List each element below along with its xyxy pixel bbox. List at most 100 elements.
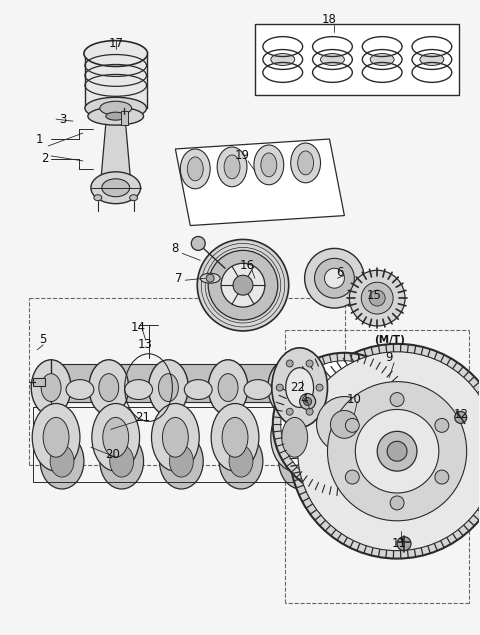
Text: 18: 18 [322, 13, 337, 26]
Bar [33, 408, 329, 482]
Ellipse shape [41, 373, 61, 401]
Ellipse shape [271, 403, 319, 471]
Ellipse shape [291, 143, 321, 183]
Circle shape [281, 361, 408, 488]
Ellipse shape [286, 368, 313, 408]
Bar [33, 378, 45, 385]
Ellipse shape [279, 433, 323, 489]
Ellipse shape [224, 155, 240, 179]
Ellipse shape [66, 380, 94, 399]
Circle shape [361, 282, 393, 314]
Circle shape [355, 410, 439, 493]
Circle shape [390, 392, 404, 406]
Circle shape [330, 410, 358, 438]
Ellipse shape [43, 417, 69, 457]
Ellipse shape [217, 147, 247, 187]
Ellipse shape [32, 403, 80, 471]
Ellipse shape [200, 273, 220, 283]
Ellipse shape [91, 172, 141, 204]
Ellipse shape [40, 433, 84, 489]
Circle shape [306, 360, 313, 367]
Text: 19: 19 [235, 149, 250, 163]
Circle shape [192, 236, 205, 250]
Ellipse shape [158, 373, 179, 401]
Ellipse shape [100, 101, 132, 115]
Bar [255, 23, 459, 95]
Ellipse shape [229, 445, 253, 477]
Circle shape [397, 537, 411, 551]
Ellipse shape [271, 53, 295, 65]
Ellipse shape [88, 107, 144, 125]
Ellipse shape [268, 360, 308, 415]
Circle shape [314, 258, 354, 298]
Circle shape [390, 496, 404, 510]
Circle shape [286, 408, 293, 415]
Circle shape [455, 411, 467, 424]
Text: 22: 22 [290, 381, 305, 394]
Ellipse shape [110, 445, 133, 477]
Circle shape [349, 271, 405, 326]
Circle shape [197, 239, 288, 331]
Circle shape [300, 394, 315, 410]
Ellipse shape [103, 417, 129, 457]
Ellipse shape [50, 445, 74, 477]
Ellipse shape [278, 373, 298, 401]
Ellipse shape [282, 417, 308, 457]
Ellipse shape [102, 179, 130, 197]
Ellipse shape [99, 373, 119, 401]
Text: 12: 12 [453, 408, 468, 421]
Ellipse shape [219, 433, 263, 489]
Text: 15: 15 [367, 289, 382, 302]
Polygon shape [58, 364, 102, 401]
Text: 6: 6 [336, 266, 343, 279]
Ellipse shape [288, 445, 312, 477]
Circle shape [327, 382, 467, 521]
Circle shape [435, 470, 449, 484]
Ellipse shape [152, 403, 199, 471]
Circle shape [369, 290, 385, 306]
Ellipse shape [85, 97, 146, 119]
Circle shape [435, 418, 449, 432]
Text: 14: 14 [131, 321, 146, 335]
Text: 8: 8 [172, 242, 179, 255]
Circle shape [345, 418, 359, 432]
Circle shape [286, 360, 293, 367]
Circle shape [208, 250, 278, 320]
Text: 20: 20 [105, 448, 120, 461]
Ellipse shape [321, 53, 344, 65]
Polygon shape [236, 364, 280, 401]
Ellipse shape [84, 41, 147, 67]
Circle shape [290, 344, 480, 559]
Circle shape [377, 431, 417, 471]
Text: 9: 9 [385, 351, 393, 364]
Text: 17: 17 [108, 37, 123, 50]
Circle shape [316, 384, 323, 391]
Ellipse shape [261, 153, 277, 177]
Text: 16: 16 [240, 259, 254, 272]
Polygon shape [85, 53, 146, 108]
Ellipse shape [222, 417, 248, 457]
Ellipse shape [187, 157, 203, 181]
Circle shape [345, 470, 359, 484]
Ellipse shape [211, 403, 259, 471]
Text: 4: 4 [301, 393, 308, 406]
Ellipse shape [244, 380, 272, 399]
Circle shape [387, 441, 407, 461]
Text: (M/T): (M/T) [374, 335, 405, 345]
Ellipse shape [298, 151, 313, 175]
Circle shape [298, 352, 480, 551]
Ellipse shape [218, 373, 238, 401]
Circle shape [233, 275, 253, 295]
Ellipse shape [100, 433, 144, 489]
Ellipse shape [159, 433, 203, 489]
Text: 10: 10 [347, 393, 362, 406]
Ellipse shape [89, 360, 129, 415]
Polygon shape [117, 364, 160, 401]
Circle shape [273, 353, 416, 496]
Text: 1: 1 [36, 133, 43, 145]
Circle shape [276, 384, 283, 391]
Ellipse shape [125, 380, 153, 399]
Ellipse shape [184, 380, 212, 399]
Ellipse shape [106, 112, 126, 120]
Circle shape [305, 248, 364, 308]
